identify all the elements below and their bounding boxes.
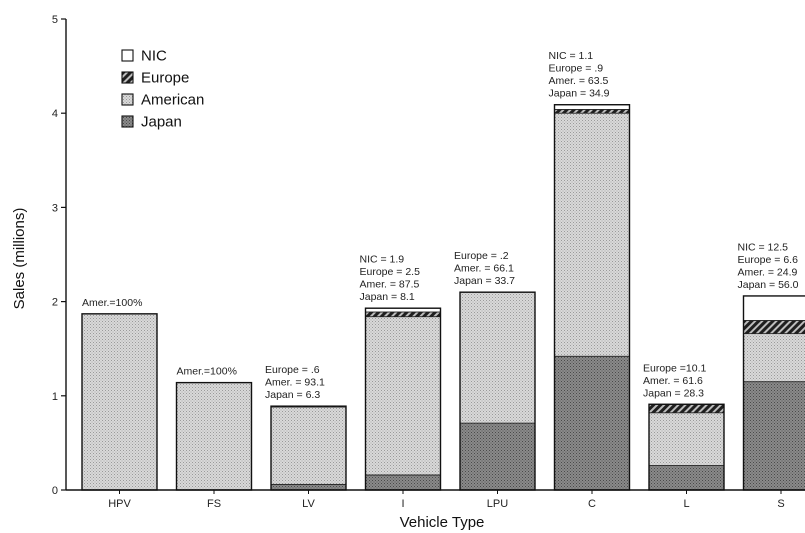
bar-s-europe — [743, 320, 805, 335]
annotation-lv-line-3: Japan = 6.3 — [265, 389, 320, 401]
bar-i-american — [365, 316, 441, 476]
x-tick-c: C — [588, 498, 596, 510]
legend: NIC Europe American Japan — [121, 48, 204, 131]
bar-c-american — [554, 112, 630, 357]
bar-i-japan — [365, 474, 441, 491]
bar-c-japan — [554, 355, 630, 491]
bar-c-nic — [554, 104, 630, 110]
y-tick-1: 1 — [52, 391, 58, 403]
annotation-i-line-1: NIC = 1.9 — [360, 254, 405, 266]
bar-s-nic — [743, 295, 805, 321]
x-axis-title: Vehicle Type — [400, 514, 485, 531]
annotation-i-line-4: Japan = 8.1 — [360, 291, 415, 303]
x-tick-l: L — [683, 498, 689, 510]
bar-i-europe — [365, 311, 441, 318]
annotation-c-line-4: Japan = 34.9 — [549, 88, 610, 100]
bar-lv-japan — [270, 483, 347, 491]
bar-lpu-japan — [459, 422, 536, 491]
x-tick-fs: FS — [207, 498, 221, 510]
x-tick-lv: LV — [302, 498, 315, 510]
legend-swatch-europe — [121, 71, 134, 84]
annotation-s-line-4: Japan = 56.0 — [738, 279, 799, 291]
legend-label-europe: Europe — [141, 70, 189, 87]
annotation-lpu-line-2: Amer. = 66.1 — [454, 263, 514, 275]
bar-l-japan — [648, 465, 725, 491]
legend-label-japan: Japan — [141, 114, 182, 131]
y-tick-3: 3 — [52, 202, 58, 214]
x-tick-lpu: LPU — [487, 498, 508, 510]
bar-lv-american — [270, 406, 347, 485]
bar-fs-american — [176, 382, 252, 491]
annotation-l-line-2: Amer. = 61.6 — [643, 375, 703, 387]
bar-hpv-american — [81, 313, 158, 491]
annotation-c-line-2: Europe = .9 — [549, 63, 604, 75]
annotation-lpu-line-1: Europe = .2 — [454, 250, 509, 262]
y-axis-title: Sales (millions) — [11, 208, 28, 310]
legend-label-nic: NIC — [141, 48, 167, 65]
bar-s-american — [743, 333, 805, 383]
annotation-c-line-3: Amer. = 63.5 — [549, 75, 609, 87]
annotation-s-line-3: Amer. = 24.9 — [738, 266, 798, 278]
legend-swatch-japan — [121, 115, 134, 128]
annotation-hpv-line-1: Amer.=100% — [82, 297, 142, 309]
annotation-l-line-1: Europe =10.1 — [643, 362, 707, 374]
y-tick-0: 0 — [52, 485, 58, 497]
legend-swatch-nic — [121, 49, 134, 62]
annotation-c-line-1: NIC = 1.1 — [549, 50, 594, 62]
annotation-s-line-2: Europe = 6.6 — [738, 254, 799, 266]
annotation-lv-line-2: Amer. = 93.1 — [265, 377, 325, 389]
plot-area — [81, 104, 805, 491]
annotation-lpu-line-3: Japan = 33.7 — [454, 275, 515, 287]
bar-l-american — [648, 412, 725, 466]
axes: HPV FS LV I LPU C L S 0 1 2 3 4 5 Vehicle Type Sales (m… — [11, 14, 805, 531]
y-tick-2: 2 — [52, 297, 58, 309]
legend-swatch-american — [121, 93, 134, 106]
bar-s-japan — [743, 381, 805, 491]
annotation-s-line-1: NIC = 12.5 — [738, 241, 789, 253]
x-tick-i: I — [401, 498, 404, 510]
bar-c-europe — [554, 109, 630, 114]
y-tick-5: 5 — [52, 14, 58, 26]
annotation-i-line-3: Amer. = 87.5 — [360, 279, 420, 291]
x-tick-s: S — [777, 498, 784, 510]
annotation-i-line-2: Europe = 2.5 — [360, 266, 421, 278]
annotation-fs-line-1: Amer.=100% — [177, 366, 237, 378]
bar-lpu-american — [459, 291, 536, 424]
bar-l-europe — [648, 403, 725, 414]
y-tick-4: 4 — [52, 108, 58, 120]
annotation-lv-line-1: Europe = .6 — [265, 364, 320, 376]
legend-label-american: American — [141, 92, 204, 109]
annotation-l-line-3: Japan = 28.3 — [643, 387, 704, 399]
x-tick-hpv: HPV — [108, 498, 131, 510]
